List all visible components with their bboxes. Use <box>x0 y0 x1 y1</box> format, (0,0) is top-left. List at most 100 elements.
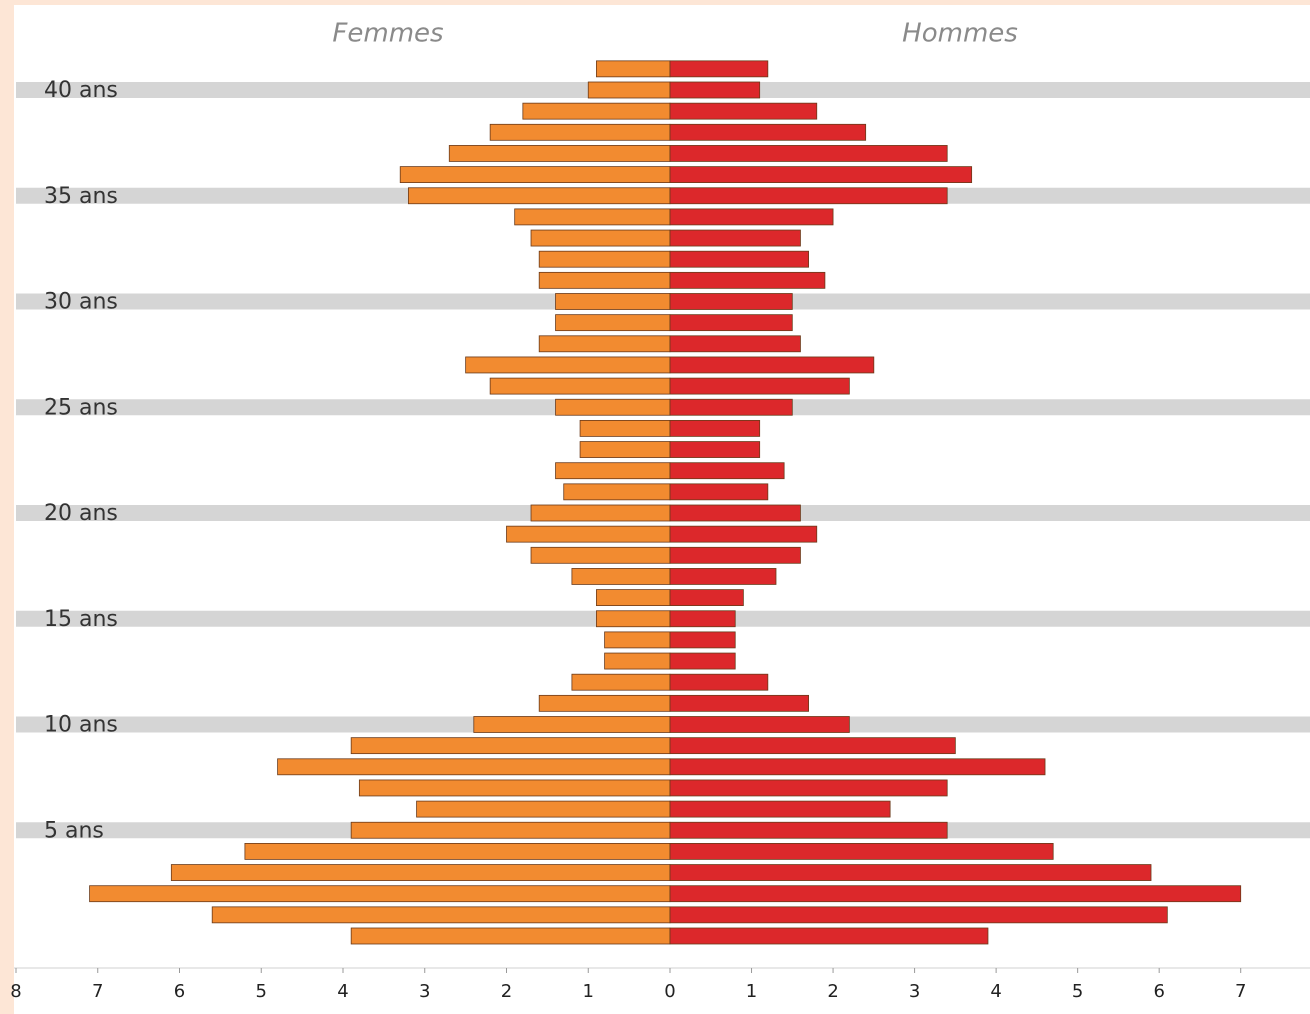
bar <box>571 673 671 691</box>
bar <box>669 419 761 437</box>
bar <box>669 546 801 564</box>
bar <box>669 716 850 733</box>
bar <box>669 843 1054 860</box>
x-tick-label: 5 <box>256 981 267 1002</box>
x-tick-label: 4 <box>990 981 1001 1002</box>
bar <box>538 250 671 268</box>
bar <box>669 356 875 374</box>
bar <box>489 377 671 395</box>
bar <box>538 271 671 289</box>
bar <box>669 60 769 78</box>
x-tick-label: 3 <box>419 981 430 1002</box>
bar <box>669 737 956 755</box>
bar <box>669 314 793 332</box>
bar <box>669 102 818 120</box>
bar <box>473 716 671 733</box>
bar <box>669 525 818 543</box>
bar <box>604 631 671 649</box>
bar <box>506 525 671 543</box>
bar <box>555 398 671 416</box>
x-tick-label: 4 <box>337 981 348 1002</box>
x-tick-label: 2 <box>827 981 838 1002</box>
bar <box>407 187 671 205</box>
bar <box>669 864 1152 881</box>
bar <box>555 462 671 480</box>
bar <box>244 843 671 860</box>
y-tick-label: 35 ans <box>44 184 118 209</box>
bar <box>416 800 671 818</box>
x-tick-label: 3 <box>909 981 920 1002</box>
bar <box>350 737 671 755</box>
x-tick-label: 7 <box>1235 981 1246 1002</box>
bar <box>669 462 785 480</box>
bar <box>579 441 671 458</box>
x-tick-label: 1 <box>583 981 594 1002</box>
x-tick-label: 7 <box>92 981 103 1002</box>
bar <box>669 483 769 501</box>
bar <box>596 589 671 606</box>
bar <box>530 504 671 522</box>
bar <box>669 504 801 522</box>
x-tick-label: 6 <box>1153 981 1164 1002</box>
bar <box>522 102 671 120</box>
bar <box>555 293 671 310</box>
bar <box>465 356 671 374</box>
bar <box>399 166 671 184</box>
bar <box>571 568 671 585</box>
bar <box>350 821 671 839</box>
bar <box>170 864 671 881</box>
bar <box>669 610 736 628</box>
bar <box>579 419 671 437</box>
x-tick-label: 5 <box>1072 981 1083 1002</box>
bar <box>596 610 671 628</box>
bar <box>669 250 809 268</box>
bar <box>669 589 744 606</box>
bar <box>669 779 948 797</box>
x-tick-label: 1 <box>746 981 757 1002</box>
series-label: Hommes <box>902 19 1018 49</box>
bar <box>669 293 793 310</box>
bar <box>669 208 834 226</box>
y-tick-label: 15 ans <box>44 607 118 632</box>
series-label: Femmes <box>332 19 443 49</box>
bar <box>669 166 973 184</box>
bar <box>669 187 948 205</box>
bar <box>669 758 1046 776</box>
bar <box>563 483 671 501</box>
y-tick-label: 20 ans <box>44 501 118 526</box>
bar <box>587 81 671 99</box>
bar <box>277 758 671 776</box>
bar <box>489 123 671 141</box>
bar <box>669 335 801 353</box>
bar <box>211 906 671 924</box>
x-tick-label: 8 <box>10 981 21 1002</box>
bar <box>514 208 671 226</box>
bar <box>530 229 671 247</box>
bar <box>669 123 867 141</box>
bar <box>669 652 736 670</box>
bar <box>669 906 1168 924</box>
bar <box>669 441 761 458</box>
bar <box>448 145 671 162</box>
bar <box>669 229 801 247</box>
bar <box>669 271 826 289</box>
bar <box>358 779 671 797</box>
bar <box>669 631 736 649</box>
x-tick-label: 6 <box>174 981 185 1002</box>
bar <box>596 60 671 78</box>
bar <box>669 673 769 691</box>
y-tick-label: 40 ans <box>44 78 118 103</box>
y-tick-label: 5 ans <box>44 818 104 843</box>
bar <box>669 927 989 945</box>
bar <box>669 81 761 99</box>
x-tick-label: 2 <box>501 981 512 1002</box>
bar <box>669 568 777 585</box>
bar <box>604 652 671 670</box>
bar <box>669 398 793 416</box>
x-tick-label: 0 <box>664 981 675 1002</box>
bar <box>669 800 891 818</box>
y-tick-label: 10 ans <box>44 713 118 738</box>
y-tick-label: 30 ans <box>44 290 118 315</box>
